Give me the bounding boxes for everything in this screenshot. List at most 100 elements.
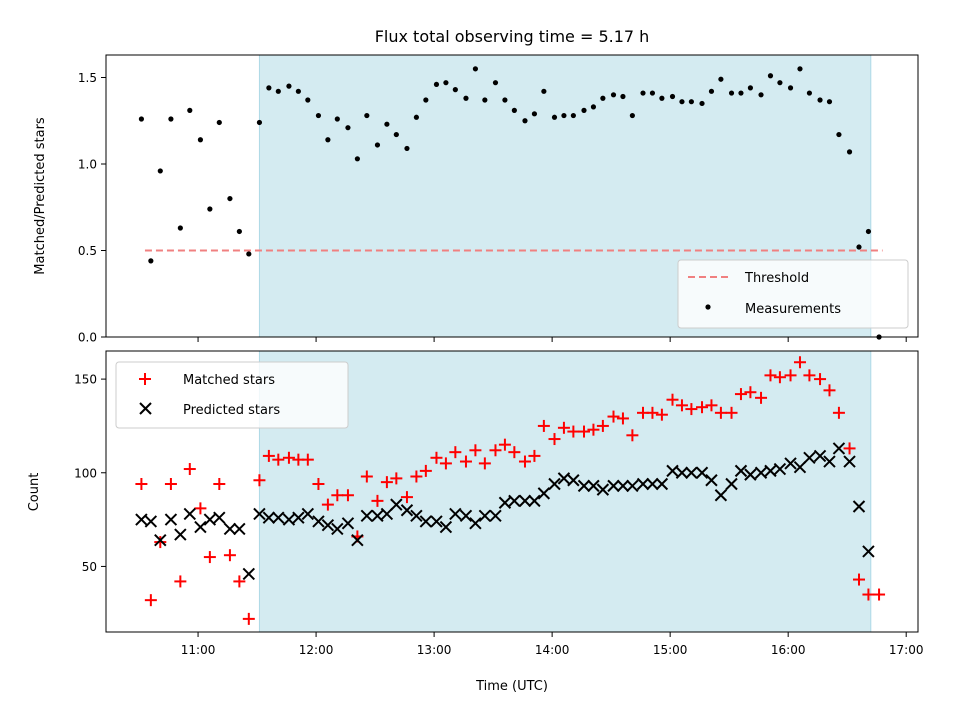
- measurement-point: [581, 107, 587, 113]
- predicted-point: [301, 507, 315, 521]
- predicted-point: [312, 515, 325, 528]
- predicted-point: [164, 513, 178, 526]
- measurement-point: [767, 73, 774, 79]
- matched-point: [390, 472, 403, 485]
- matched-point: [262, 449, 275, 462]
- matched-point: [696, 401, 709, 414]
- measurement-point: [463, 95, 469, 101]
- predicted-point: [607, 479, 620, 493]
- matched-point: [242, 612, 255, 625]
- measurement-point: [452, 87, 458, 93]
- predicted-point: [380, 507, 394, 521]
- predicted-point: [843, 455, 856, 468]
- matched-point: [419, 464, 432, 477]
- bottom-xtick-label: 11:00: [181, 643, 216, 657]
- matched-point: [793, 356, 806, 369]
- predicted-point: [321, 519, 335, 532]
- predicted-point: [331, 522, 344, 536]
- predicted-point: [371, 509, 384, 523]
- measurement-point: [551, 114, 558, 120]
- bottom-grid-ticks: 11:00 12:00 13:00 14:00 15:00 16:00 17:00 50 100…: [74, 373, 923, 657]
- matched-point: [577, 425, 590, 438]
- predicted-point: [685, 466, 698, 479]
- predicted-series: [135, 442, 875, 581]
- predicted-point: [528, 494, 541, 508]
- matched-point: [135, 478, 148, 491]
- matched-point: [478, 457, 491, 470]
- top-grid-ticks: 0.0 0.5 1.0 1.5: [78, 71, 907, 345]
- predicted-point: [272, 511, 285, 524]
- matched-point: [439, 457, 452, 470]
- measurement-point: [354, 156, 360, 162]
- matched-point: [213, 478, 226, 491]
- predicted-point: [784, 457, 797, 470]
- predicted-point: [548, 477, 561, 491]
- matched-point: [449, 446, 462, 459]
- measurement-point: [295, 88, 301, 94]
- measurement-point: [236, 228, 242, 235]
- predicted-point: [174, 528, 187, 541]
- predicted-point: [675, 466, 689, 479]
- predicted-point: [754, 466, 768, 479]
- x-axis-label: Time (UTC): [475, 679, 548, 694]
- matched-series: [135, 356, 886, 625]
- measurement-point: [197, 137, 204, 143]
- predicted-point: [144, 515, 158, 528]
- predicted-point: [616, 479, 630, 493]
- measurement-point: [207, 206, 213, 212]
- matched-point: [528, 449, 541, 462]
- predicted-point: [744, 468, 757, 481]
- predicted-point: [203, 513, 217, 526]
- predicted-point: [469, 517, 482, 530]
- matched-point: [596, 419, 609, 432]
- matched-point: [203, 551, 216, 564]
- bottom-span: [258, 350, 872, 633]
- predicted-point: [459, 509, 473, 523]
- predicted-point: [410, 509, 423, 523]
- measurement-point: [325, 137, 331, 143]
- measurements-series: [138, 66, 882, 340]
- measurement-point: [787, 85, 794, 91]
- predicted-point: [478, 509, 492, 523]
- matched-point: [705, 399, 718, 412]
- predicted-point: [292, 511, 305, 524]
- measurement-point: [620, 93, 626, 100]
- measurement-point: [522, 118, 528, 124]
- measurement-point: [286, 83, 292, 89]
- measurement-point: [826, 99, 833, 105]
- matched-point: [498, 438, 511, 451]
- measurement-point: [482, 97, 488, 103]
- top-legend-box: [677, 259, 909, 329]
- measurement-point: [758, 92, 764, 98]
- measurement-point: [718, 76, 724, 82]
- matched-point: [607, 410, 620, 423]
- predicted-point: [183, 507, 197, 521]
- bottom-axes-frame: [105, 350, 919, 633]
- predicted-point: [351, 533, 364, 547]
- measurement-point: [699, 100, 705, 107]
- measurement-point: [246, 251, 252, 257]
- predicted-point: [567, 474, 580, 487]
- bottom-ytick-label: 100: [74, 466, 97, 480]
- predicted-point: [626, 479, 639, 493]
- predicted-point: [213, 511, 226, 524]
- predicted-point: [282, 513, 296, 526]
- matched-point: [626, 429, 639, 442]
- measurement-point: [590, 104, 597, 110]
- predicted-point: [341, 517, 355, 530]
- predicted-point: [734, 464, 748, 478]
- top-y-axis-label: Matched/Predicted stars: [33, 117, 48, 275]
- measurement-point: [777, 80, 783, 86]
- predicted-point: [242, 567, 256, 581]
- matched-point: [430, 451, 443, 464]
- matched-point: [655, 408, 668, 421]
- measurement-point: [865, 228, 872, 235]
- measurement-point: [404, 145, 410, 152]
- matched-point: [755, 391, 768, 404]
- predicted-point: [430, 515, 443, 528]
- predicted-point: [557, 472, 571, 485]
- matched-point: [803, 369, 816, 382]
- measurement-point: [856, 244, 862, 250]
- measurement-point: [364, 112, 370, 119]
